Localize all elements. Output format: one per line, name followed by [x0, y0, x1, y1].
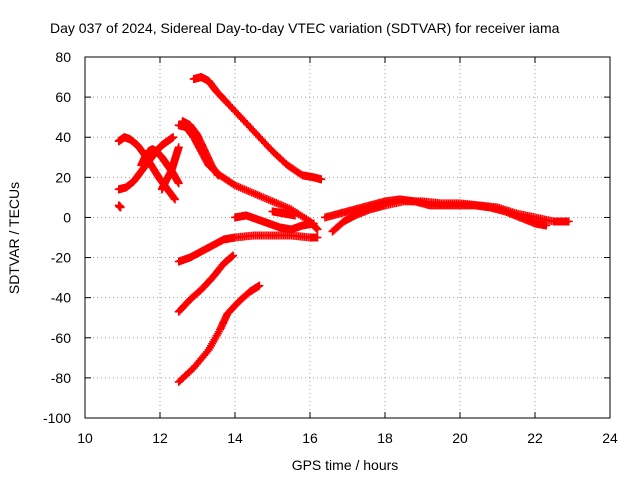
- series-arc-12: [174, 251, 238, 316]
- series-arc-11: [174, 231, 322, 266]
- data-point: [174, 179, 183, 188]
- y-tick-label: -60: [51, 330, 71, 346]
- y-tick-label: 20: [55, 169, 71, 185]
- x-tick-label: 16: [302, 430, 318, 446]
- axis-ticks: 10 12 14 16 18 20 22 24 -100 -80 -60 -40 -20 0 20 40 60 8…: [43, 49, 618, 446]
- y-tick-label: 40: [55, 129, 71, 145]
- data-point: [313, 225, 322, 234]
- x-tick-label: 14: [227, 430, 243, 446]
- series-arc-13: [174, 281, 264, 386]
- data-points: [114, 73, 573, 386]
- data-point: [542, 221, 551, 230]
- x-tick-label: 10: [77, 430, 93, 446]
- x-tick-label: 22: [527, 430, 543, 446]
- series-arc-1: [114, 201, 125, 212]
- data-point: [116, 203, 125, 212]
- data-point: [214, 171, 223, 180]
- y-tick-label: -20: [51, 250, 71, 266]
- plot-frame: [84, 56, 611, 419]
- series-arc-15: [321, 195, 551, 230]
- y-tick-label: 0: [63, 209, 71, 225]
- y-axis-label: SDTVAR / TECUs: [6, 182, 22, 294]
- chart-title: Day 037 of 2024, Sidereal Day-to-day VTE…: [50, 20, 560, 36]
- series-arc-10: [268, 207, 299, 220]
- data-point: [228, 252, 237, 261]
- x-tick-label: 24: [602, 430, 618, 446]
- data-point: [291, 211, 299, 220]
- y-tick-label: -80: [51, 370, 71, 386]
- series-arc-8: [189, 73, 326, 184]
- x-tick-label: 12: [152, 430, 168, 446]
- data-point: [171, 195, 179, 204]
- series-arc-9: [231, 211, 318, 234]
- data-point: [309, 219, 318, 228]
- x-axis-label: GPS time / hours: [292, 457, 399, 473]
- data-point: [313, 233, 322, 242]
- data-point: [255, 281, 264, 290]
- x-tick-label: 18: [377, 430, 393, 446]
- y-tick-label: -40: [51, 290, 71, 306]
- data-point: [317, 175, 326, 184]
- y-tick-label: -100: [43, 410, 71, 426]
- series-arc-5: [157, 143, 183, 194]
- data-point: [229, 251, 238, 260]
- data-point: [169, 133, 178, 142]
- y-tick-label: 80: [55, 49, 71, 65]
- series-arc-7: [178, 117, 223, 180]
- x-tick-label: 20: [452, 430, 468, 446]
- series-arc-4: [137, 145, 183, 188]
- data-point: [564, 217, 573, 226]
- y-tick-label: 60: [55, 89, 71, 105]
- data-point: [174, 143, 183, 152]
